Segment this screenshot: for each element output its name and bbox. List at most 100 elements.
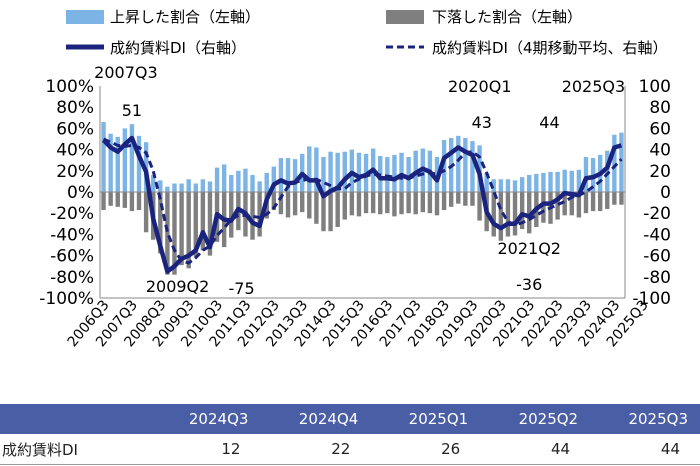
bar-down [136,192,142,211]
bar-up [257,181,262,192]
bar-down [399,192,404,215]
bar-up [292,159,298,192]
bar-down [257,192,262,237]
plot-area: 100%80%60%40%20%0%-20%-40%-60%-80%-100% 1… [39,63,671,350]
bar-up [165,186,170,192]
bar-up [186,179,191,192]
bar-down [335,192,340,227]
bar-up [285,158,291,192]
bar-down [583,192,589,214]
right-axis-tick-label: 40 [649,141,671,161]
bar-down [122,192,128,208]
bar-down [527,192,532,234]
bar-down [342,192,347,220]
right-axis-tick-label: -100 [632,289,671,309]
table-cell: 12 [150,434,261,465]
data-annotation: 2007Q3 [94,63,158,82]
right-axis-tick-label: 100 [639,77,671,97]
bar-down [597,192,603,212]
bar-up [519,177,525,192]
bar-down [229,192,234,238]
table-header-cell: 2024Q4 [260,404,371,434]
bar-down [193,192,198,257]
bar-up [271,166,277,192]
bar-up [385,157,390,192]
series-line-ma [102,137,623,265]
bar-down [413,192,418,215]
bar-down [356,192,362,217]
bar-up [534,173,539,192]
bar-down [370,192,376,214]
left-axis-tick-label: -80% [50,268,94,288]
bar-up [342,151,347,192]
table-header-cell: 2025Q3 [590,404,700,434]
bar-down [512,192,518,236]
left-axis-tick-label: -60% [50,247,94,267]
bar-up [406,157,411,192]
data-annotation: 51 [122,101,142,120]
table-header-row: 2024Q3 2024Q4 2025Q1 2025Q2 2025Q3 [0,404,700,434]
left-axis-tick-label: -20% [50,204,94,224]
bar-up [278,158,284,192]
bar-down [491,192,496,237]
series-line-di [101,135,623,274]
bar-down [505,192,511,237]
right-axis-tick-label: -20 [643,204,671,224]
data-annotation: -75 [229,279,255,298]
bar-up [335,152,340,192]
bar-up [122,128,128,192]
bar-down [179,192,184,266]
bar-down [165,192,170,275]
bar-up [207,181,213,192]
data-annotation: 2009Q2 [146,277,210,296]
legend-label-up: 上昇した割合（左軸） [110,8,260,26]
left-axis-tick-label: 40% [56,141,94,161]
bar-up [193,183,198,192]
bar-up [491,179,496,192]
bar-down [129,192,135,212]
left-axis-tick-label: 80% [56,98,94,118]
bar-down [463,192,468,206]
table-header-cell: 2024Q3 [150,404,261,434]
bar-down [434,192,440,216]
right-axis-tick-label: 0 [660,183,671,203]
bar-down [271,192,277,211]
bar-up [307,146,312,192]
bar-up [605,150,610,192]
right-axis-tick-label: -40 [643,225,671,245]
bar-down [186,192,191,269]
data-annotation: 2020Q1 [448,77,512,96]
bar-up [108,133,113,192]
bar-down [143,192,149,233]
bar-up [264,172,269,192]
table-row-label: 成約賃料DI [0,434,151,465]
bar-down [378,192,383,215]
bar-down [328,192,333,232]
table-cell: 44 [480,434,591,465]
left-axis-tick-label: -40% [50,225,94,245]
bar-down [250,192,255,240]
bar-down [115,192,120,207]
bar-up [619,132,624,192]
bar-up [569,170,574,192]
bar-down [448,192,454,207]
bar-down [108,192,113,206]
bar-up [314,147,319,192]
legend-swatch-down [386,10,424,24]
legend-label-di: 成約賃料DI（右軸） [110,39,246,57]
bar-up [583,157,589,192]
bar-down [562,192,567,216]
bar-down [158,192,163,254]
right-axis-tick-label: -60 [643,247,671,267]
summary-table: 2024Q3 2024Q4 2025Q1 2025Q2 2025Q3 成約賃料D… [0,404,700,465]
legend-label-down: 下落した割合（左軸） [432,8,582,26]
bar-down [569,192,574,216]
bar-up [498,179,504,192]
bar-up [463,137,468,192]
table-header-cell: 2025Q1 [370,404,481,434]
bar-up [229,175,234,192]
bar-down [307,192,312,219]
legend-swatch-up [66,10,104,24]
bar-down [477,192,482,221]
bar-up [200,179,206,192]
